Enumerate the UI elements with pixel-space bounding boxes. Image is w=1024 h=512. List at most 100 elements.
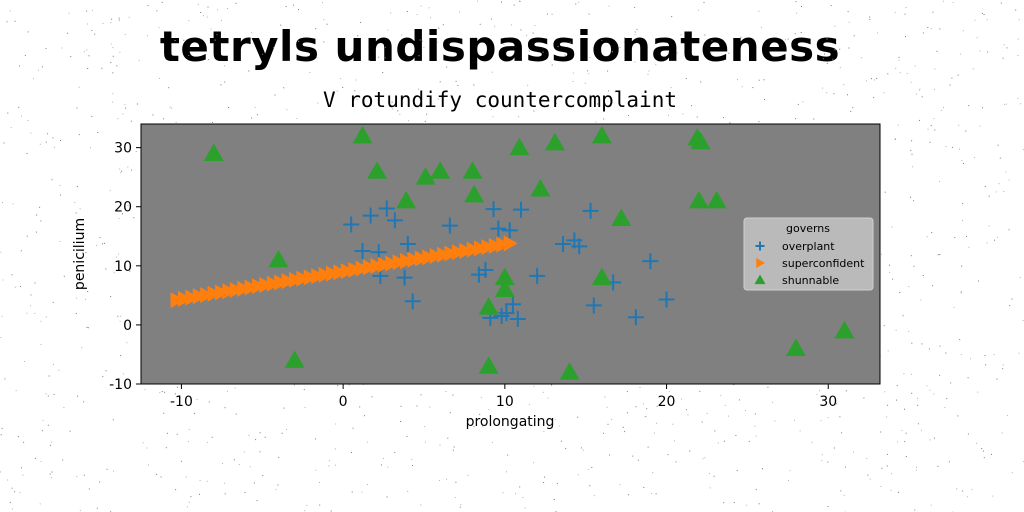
speckle-dot [994, 239, 996, 241]
speckle-dot [542, 99, 544, 101]
speckle-dot [988, 225, 990, 227]
speckle-dot [442, 24, 444, 26]
speckle-dot [224, 407, 226, 409]
speckle-dot [995, 191, 997, 193]
speckle-dot [105, 268, 107, 270]
speckle-dot [112, 101, 114, 103]
speckle-dot [251, 32, 253, 34]
speckle-dot [887, 73, 889, 75]
speckle-dot [557, 46, 559, 48]
speckle-dot [59, 241, 61, 242]
speckle-dot [635, 105, 637, 107]
speckle-dot [951, 146, 953, 148]
speckle-dot [653, 432, 655, 434]
chart-subtitle: V rotundify countercomplaint [322, 88, 677, 112]
shunnable-point [494, 267, 515, 286]
speckle-dot [911, 140, 913, 142]
speckle-dot [962, 220, 963, 222]
shunnable-point [396, 190, 417, 209]
speckle-dot [60, 140, 61, 141]
speckle-dot [940, 109, 942, 111]
speckle-dot [886, 416, 888, 418]
speckle-dot [188, 20, 190, 22]
speckle-dot [121, 170, 123, 172]
speckle-dot [934, 68, 936, 70]
speckle-dot [174, 393, 176, 395]
speckle-dot [207, 6, 209, 8]
speckle-dot [981, 448, 983, 449]
speckle-dot [446, 478, 447, 480]
overplant-point [627, 309, 644, 326]
speckle-dot [47, 424, 49, 426]
speckle-dot [144, 389, 146, 391]
overplant-point [477, 261, 494, 278]
superconfident-point [503, 235, 518, 252]
speckle-dot [934, 129, 936, 131]
speckle-dot [491, 442, 493, 444]
speckle-dot [717, 442, 719, 444]
speckle-dot [53, 146, 55, 148]
y-tick-label: -10 [109, 377, 132, 393]
speckle-dot [35, 231, 37, 233]
speckle-dot [51, 441, 53, 443]
speckle-dot [711, 40, 713, 42]
speckle-dot [960, 291, 962, 292]
speckle-dot [117, 118, 119, 120]
speckle-dot [459, 506, 461, 508]
speckle-dot [547, 397, 549, 399]
speckle-dot [962, 30, 964, 32]
y-axis-label: penicilium [72, 218, 88, 290]
speckle-dot [611, 51, 613, 53]
speckle-dot [880, 485, 882, 487]
speckle-dot [387, 29, 389, 31]
speckle-dot [628, 115, 629, 117]
speckle-dot [971, 488, 973, 490]
overplant-point [501, 222, 518, 239]
speckle-dot [929, 439, 931, 441]
speckle-dot [968, 246, 970, 248]
speckle-dot [839, 416, 841, 418]
speckle-dot [59, 184, 61, 186]
shunnable-point [530, 179, 551, 197]
speckle-dot [303, 389, 305, 391]
speckle-dot [822, 58, 824, 60]
speckle-dot [122, 213, 123, 215]
speckle-dot [939, 374, 941, 376]
speckle-dot [911, 392, 913, 394]
speckle-dot [748, 440, 750, 442]
speckle-dot [1009, 305, 1011, 307]
speckle-dot [304, 406, 306, 408]
speckle-dot [96, 244, 97, 246]
speckle-dot [1020, 103, 1022, 105]
overplant-point [513, 201, 530, 218]
y-tick-label: 30 [114, 141, 132, 157]
speckle-dot [922, 275, 924, 276]
speckle-dot [351, 491, 353, 493]
speckle-dot [668, 391, 670, 393]
speckle-dot [85, 252, 87, 254]
speckle-dot [275, 488, 277, 490]
speckle-dot [223, 482, 225, 484]
speckle-dot [886, 453, 888, 455]
speckle-dot [41, 430, 43, 432]
speckle-dot [551, 384, 553, 386]
speckle-dot [560, 440, 562, 442]
speckle-dot [758, 79, 760, 81]
speckle-dot [958, 124, 960, 126]
speckle-dot [298, 40, 300, 42]
speckle-dot [873, 97, 875, 99]
speckle-dot [244, 491, 246, 493]
superconfident-point [385, 255, 400, 272]
speckle-dot [967, 496, 969, 498]
speckle-dot [916, 466, 917, 468]
speckle-dot [88, 488, 90, 490]
speckle-dot [133, 217, 135, 219]
speckle-dot [87, 327, 89, 329]
speckle-dot [392, 108, 394, 110]
speckle-dot [203, 15, 204, 17]
speckle-dot [960, 354, 962, 355]
speckle-dot [866, 80, 867, 82]
speckle-dot [1, 315, 3, 317]
speckle-dot [667, 454, 669, 456]
speckle-dot [848, 47, 850, 49]
